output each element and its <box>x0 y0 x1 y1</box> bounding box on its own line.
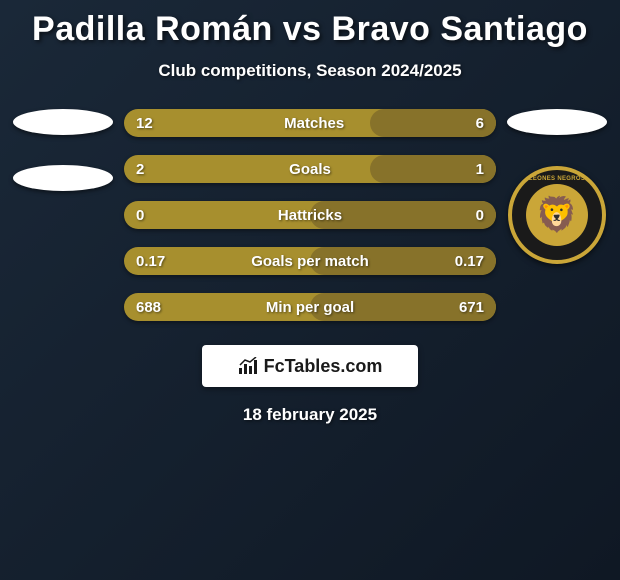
left-player-placeholder-2 <box>13 165 113 191</box>
comparison-date: 18 february 2025 <box>0 405 620 425</box>
right-side: LEONES NEGROS 🦁 <box>502 109 612 265</box>
stat-bar-matches: 12 Matches 6 <box>124 109 496 137</box>
stat-left-value: 2 <box>136 161 144 178</box>
stat-bar-min-per-goal: 688 Min per goal 671 <box>124 293 496 321</box>
stat-label: Goals per match <box>251 253 369 270</box>
stat-left-value: 0.17 <box>136 253 165 270</box>
stat-label: Goals <box>289 161 331 178</box>
stat-left-value: 688 <box>136 299 161 316</box>
stat-right-value: 671 <box>459 299 484 316</box>
brand-box: FcTables.com <box>202 345 418 387</box>
chart-icon <box>238 357 258 375</box>
right-player-placeholder <box>507 109 607 135</box>
stat-right-value: 0.17 <box>455 253 484 270</box>
lion-icon: 🦁 <box>526 184 588 246</box>
stat-label: Hattricks <box>278 207 342 224</box>
comparison-main: 12 Matches 6 2 Goals 1 0 Hattricks 0 0.1… <box>0 109 620 321</box>
stat-right-value: 0 <box>476 207 484 224</box>
stat-bar-hattricks: 0 Hattricks 0 <box>124 201 496 229</box>
club-crest-wrap: LEONES NEGROS 🦁 <box>507 165 607 265</box>
stat-bar-goals: 2 Goals 1 <box>124 155 496 183</box>
page-title: Padilla Román vs Bravo Santiago <box>0 0 620 49</box>
left-player-placeholder-1 <box>13 109 113 135</box>
stat-bar-goals-per-match: 0.17 Goals per match 0.17 <box>124 247 496 275</box>
stat-left-value: 12 <box>136 115 153 132</box>
subtitle: Club competitions, Season 2024/2025 <box>0 61 620 81</box>
stat-label: Min per goal <box>266 299 354 316</box>
stat-label: Matches <box>284 115 344 132</box>
club-crest: LEONES NEGROS 🦁 <box>508 166 606 264</box>
crest-top-text: LEONES NEGROS <box>512 176 602 182</box>
stat-left-value: 0 <box>136 207 144 224</box>
left-side <box>8 109 118 191</box>
stat-bars: 12 Matches 6 2 Goals 1 0 Hattricks 0 0.1… <box>118 109 502 321</box>
brand-name: FcTables.com <box>264 356 383 377</box>
stat-right-value: 6 <box>476 115 484 132</box>
stat-right-value: 1 <box>476 161 484 178</box>
